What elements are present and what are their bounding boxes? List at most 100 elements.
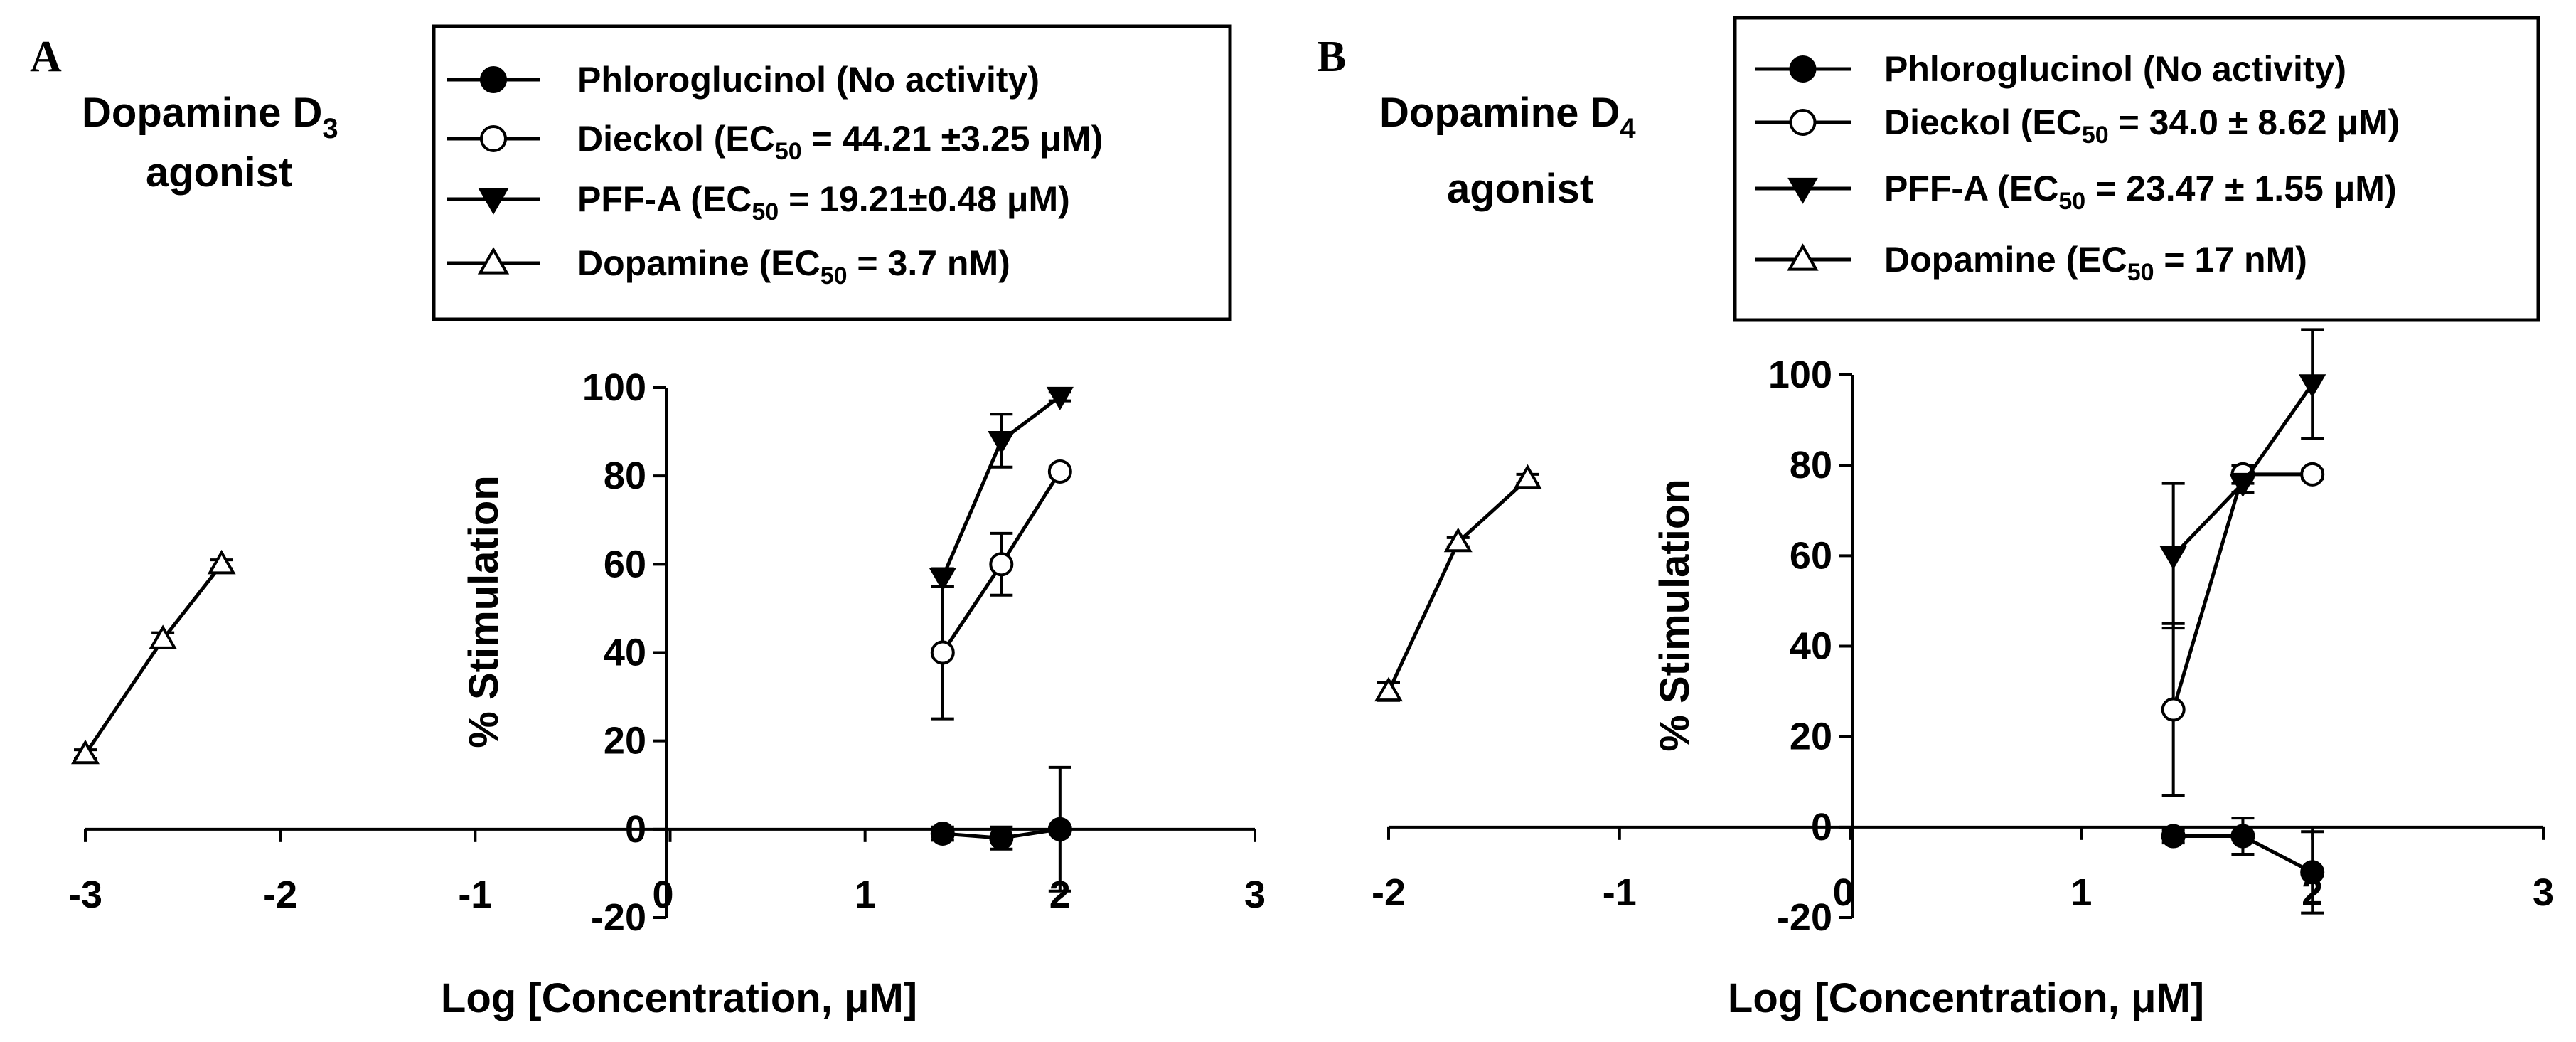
data-point <box>989 552 1014 577</box>
y-tick-label: 20 <box>604 720 646 762</box>
panel-letter: B <box>1317 33 1346 81</box>
y-tick-label: 20 <box>1790 716 1832 758</box>
data-point <box>929 568 956 592</box>
y-tick-label: 80 <box>1790 444 1832 487</box>
series-line <box>1386 477 1529 693</box>
data-point <box>2229 474 2257 498</box>
data-point <box>2161 824 2186 849</box>
legend-marker <box>1789 55 1817 83</box>
chart-title-line2: agonist <box>146 149 292 196</box>
data-point <box>1047 459 1072 484</box>
legend-item: Dieckol (EC50 = 44.21 ±3.25 μM) <box>447 119 1103 165</box>
legend-label: Dopamine (EC50 = 3.7 nM) <box>577 243 1010 289</box>
panel-b: B Dopamine D4 agonist Phloroglucinol (No… <box>1317 16 2554 1021</box>
legend-item: Dieckol (EC50 = 34.0 ± 8.62 μM) <box>1755 102 2400 149</box>
legend-marker <box>480 125 507 152</box>
x-tick-label: 3 <box>1244 873 1266 916</box>
series-phloroglucinol <box>2161 817 2325 915</box>
data-point <box>149 624 178 649</box>
series-line <box>83 563 223 755</box>
x-tick-label: 0 <box>1833 871 1854 914</box>
legend-box <box>1733 16 2540 322</box>
data-point <box>930 822 955 846</box>
x-tick-label: 0 <box>652 873 673 916</box>
x-tick-label: 1 <box>2070 871 2092 914</box>
legend-item: PFF-A (EC50 = 19.21±0.48 μM) <box>447 179 1070 225</box>
legend-item: Dopamine (EC50 = 3.7 nM) <box>447 243 1010 289</box>
data-point <box>1374 676 1403 702</box>
data-point <box>2161 697 2186 722</box>
y-tick-label: 40 <box>1790 625 1832 668</box>
y-tick-label: -20 <box>1777 896 1832 939</box>
data-point <box>2230 824 2255 849</box>
x-tick-label: -2 <box>1372 871 1406 914</box>
legend-label: Phloroglucinol (No activity) <box>577 60 1040 100</box>
y-tick-label: 0 <box>1811 806 1832 849</box>
series-dopamine <box>1374 464 1542 702</box>
legend-item: Phloroglucinol (No activity) <box>447 60 1040 100</box>
data-point <box>71 739 100 765</box>
series-dopamine <box>71 549 236 765</box>
legend-box <box>432 24 1232 321</box>
y-tick-label: 40 <box>604 632 646 674</box>
x-tick-label: -1 <box>1603 871 1637 914</box>
data-point <box>2300 860 2325 885</box>
legend: Phloroglucinol (No activity) Dieckol (EC5… <box>1755 49 2400 286</box>
legend-label: PFF-A (EC50 = 23.47 ± 1.55 μM) <box>1884 169 2397 215</box>
legend-marker <box>478 188 509 215</box>
y-tick-label: 100 <box>1768 353 1832 396</box>
y-tick-label: 80 <box>604 454 646 497</box>
legend-marker <box>477 247 510 275</box>
x-tick-label: 1 <box>855 873 876 916</box>
legend: Phloroglucinol (No activity) Dieckol (EC5… <box>447 60 1103 289</box>
panel-a: A Dopamine D3 agonist Phloroglucinol (No… <box>30 24 1266 1021</box>
chart-title-line2: agonist <box>1447 166 1593 212</box>
y-tick-label: -20 <box>591 896 646 939</box>
series-line <box>2171 472 2313 711</box>
data-point <box>930 640 955 665</box>
x-tick-label: 3 <box>2533 871 2554 914</box>
legend-label: Dieckol (EC50 = 44.21 ±3.25 μM) <box>577 119 1103 165</box>
legend-marker <box>1789 109 1817 136</box>
legend-label: PFF-A (EC50 = 19.21±0.48 μM) <box>577 179 1070 225</box>
chart-title: Dopamine D4 <box>1379 90 1636 144</box>
y-axis-label: % Stimulation <box>461 475 507 748</box>
y-tick-label: 100 <box>582 366 646 409</box>
data-point <box>1047 817 1072 841</box>
y-axis-label: % Stimulation <box>1652 479 1698 751</box>
series-dieckol <box>930 459 1072 721</box>
x-tick-label: -2 <box>263 873 297 916</box>
data-point <box>1046 386 1074 410</box>
legend-item: Dopamine (EC50 = 17 nM) <box>1755 240 2307 286</box>
legend-label: Dieckol (EC50 = 34.0 ± 8.62 μM) <box>1884 102 2400 149</box>
x-tick-label: -3 <box>68 873 102 916</box>
series-pff-a <box>929 386 1074 592</box>
data-point <box>988 431 1015 454</box>
data-point <box>1443 527 1473 553</box>
x-axis-label: Log [Concentration, μM] <box>1728 975 2204 1021</box>
series-dieckol <box>2161 462 2325 797</box>
data-point <box>2299 374 2326 398</box>
series-pff-a <box>2159 328 2326 630</box>
legend-marker <box>1787 243 1819 271</box>
y-tick-label: 60 <box>604 543 646 585</box>
series-phloroglucinol <box>930 765 1072 893</box>
legend-marker <box>1787 177 1818 204</box>
legend-item: PFF-A (EC50 = 23.47 ± 1.55 μM) <box>1755 169 2397 215</box>
chart-title: Dopamine D3 <box>82 90 338 144</box>
legend-marker <box>480 66 507 93</box>
y-tick-label: 0 <box>625 808 646 851</box>
x-axis-label: Log [Concentration, μM] <box>441 975 917 1021</box>
data-point <box>2159 546 2187 570</box>
x-tick-label: -1 <box>458 873 492 916</box>
data-point <box>1513 464 1542 489</box>
y-tick-label: 60 <box>1790 534 1832 577</box>
panel-letter: A <box>30 33 62 81</box>
legend-item: Phloroglucinol (No activity) <box>1755 49 2346 89</box>
data-point <box>207 549 236 575</box>
data-point <box>2300 462 2325 487</box>
legend-label: Phloroglucinol (No activity) <box>1884 49 2346 89</box>
